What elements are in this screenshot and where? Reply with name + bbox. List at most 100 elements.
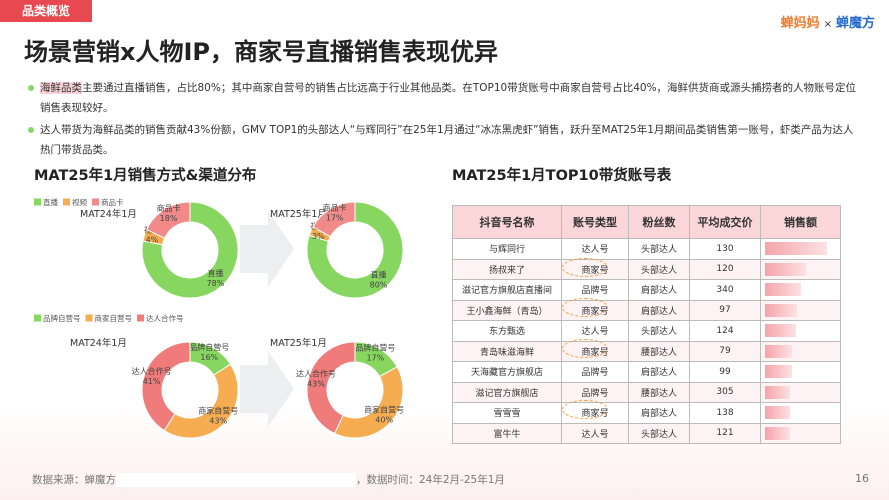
table-cell: 雪雪雪 <box>452 402 562 424</box>
column-header: 账号类型 <box>561 205 629 239</box>
table-cell: 品牌号 <box>561 361 629 383</box>
table-cell: 青岛味滋海鲜 <box>452 340 562 362</box>
bullet: 海鲜品类主要通过直播销售，占比80%；其中商家自营号的销售占比远高于行业其他品类… <box>28 78 860 118</box>
slice-value: 17% <box>366 354 384 363</box>
section-title: MAT25年1月销售方式&渠道分布 <box>34 168 257 184</box>
bullet-text: 达人带货为海鲜品类的销售贡献43%份额，GMV TOP1的头部达人“与辉同行”在… <box>40 124 854 156</box>
data-time: ，数据时间：24年2月-25年1月 <box>356 474 505 486</box>
slice-label: 达人合作号 <box>296 368 336 378</box>
legend-swatch <box>34 198 41 206</box>
table-cell: 124 <box>689 320 761 342</box>
table-row: 与辉同行 达人号 头部达人 130 <box>452 238 841 260</box>
legend-swatch <box>34 314 41 322</box>
sales-bar <box>765 344 793 358</box>
slice-value: 17% <box>326 214 344 223</box>
table-cell: 头部达人 <box>628 258 690 280</box>
slice-value: 40% <box>375 415 393 424</box>
sales-cell <box>760 299 841 321</box>
logo-text: 蝉妈妈 <box>780 16 820 31</box>
slice-label: 商家自营号 <box>364 404 404 414</box>
table-cell: 肩部达人 <box>628 279 690 301</box>
table-cell: 肩部达人 <box>628 299 690 321</box>
column-header: 销售额 <box>760 205 841 239</box>
bullet: 达人带货为海鲜品类的销售贡献43%份额，GMV TOP1的头部达人“与辉同行”在… <box>28 120 860 160</box>
slice-value: 4% <box>146 236 159 245</box>
slice-value: 41% <box>143 377 161 386</box>
header-row: 抖音号名称 账号类型 粉丝数 平均成交价 销售额 <box>452 205 841 239</box>
sales-cell <box>760 361 841 383</box>
sales-cell <box>760 320 841 342</box>
highlight: 海鲜品类 <box>40 82 82 94</box>
category-tag: 品类概览 <box>0 0 92 22</box>
table-row: 扬叔来了 商家号 头部达人 120 <box>452 258 841 280</box>
logos: 蝉妈妈 × 蝉魔方 <box>777 12 875 31</box>
chart-title: MAT24年1月 <box>70 337 127 349</box>
table-cell: 东方甄选 <box>452 320 562 342</box>
table-cell: 与辉同行 <box>452 238 562 260</box>
table-cell: 79 <box>689 340 761 362</box>
table-cell: 滋记官方旗舰店 <box>452 381 562 403</box>
source: 数据来源：蝉魔方 <box>32 474 116 486</box>
donut-slice <box>312 201 356 238</box>
slice-value: 78% <box>207 279 225 288</box>
table-cell: 腰部达人 <box>628 340 690 362</box>
sales-bar <box>765 262 806 276</box>
arrow <box>240 351 294 427</box>
slice-label: 商品卡 <box>323 203 347 213</box>
table-cell: 腰部达人 <box>628 381 690 403</box>
table-cell: 头部达人 <box>628 320 690 342</box>
table-cell: 121 <box>689 422 761 444</box>
table-cell: 97 <box>689 299 761 321</box>
top10-table: 抖音号名称 账号类型 粉丝数 平均成交价 销售额 与辉同行 达人号 头部达人 130 扬叔来了 商家… <box>452 205 841 444</box>
sales-cell <box>760 340 841 362</box>
table-cell: 滋记官方旗舰店直播间 <box>452 279 562 301</box>
sales-bar <box>765 242 827 256</box>
table-row: 王小鑫海鲜（青岛） 商家号 肩部达人 97 <box>452 299 841 321</box>
sales-bar <box>765 385 791 399</box>
sales-cell <box>760 258 841 280</box>
donut-slice <box>333 366 404 439</box>
legend-label: 品牌自营号 <box>43 313 81 323</box>
footer: 数据来源：蝉魔方 ，数据时间：24年2月-25年1月 <box>32 472 505 487</box>
table-cell: 天海藏官方旗舰店 <box>452 361 562 383</box>
table-row: 滋记官方旗舰店直播间 品牌号 肩部达人 340 <box>452 279 841 301</box>
slice-label: 品牌自营号 <box>189 342 229 352</box>
slice-label: 直播 <box>371 269 387 279</box>
mask <box>116 473 356 487</box>
table-row: 富牛牛 达人号 头部达人 121 <box>452 422 841 444</box>
column-header: 抖音号名称 <box>452 205 562 239</box>
table-cell: 王小鑫海鲜（青岛） <box>452 299 562 321</box>
donut-slice <box>306 201 404 299</box>
donut-slice <box>145 201 191 239</box>
legend-swatch <box>63 198 70 206</box>
sales-cell <box>760 402 841 424</box>
slice-label: 达人合作号 <box>132 366 172 376</box>
slice-label: 直播 <box>207 268 223 278</box>
highlight-oval <box>562 258 608 277</box>
legend-swatch <box>85 314 93 322</box>
sales-bar <box>765 283 801 297</box>
table-row: 青岛味滋海鲜 商家号 腰部达人 79 <box>452 340 841 362</box>
table-cell: 头部达人 <box>628 238 690 260</box>
donut-charts: MAT24年1月直播78%视频4%商品卡18%直播视频商品卡MAT25年1月直播… <box>34 197 404 439</box>
sales-bar <box>765 303 798 317</box>
slice-label: 商家自营号 <box>198 405 238 415</box>
table-cell: 达人号 <box>561 422 629 444</box>
slide-title: 场景营销x人物IP，商家号直播销售表现优异 <box>24 38 498 66</box>
chart-title: MAT25年1月 <box>270 208 327 220</box>
arrow <box>240 211 294 287</box>
legend-label: 直播 <box>43 197 58 207</box>
table-cell: 138 <box>689 402 761 424</box>
logo-sep: × <box>823 19 832 30</box>
table-row: 天海藏官方旗舰店 品牌号 肩部达人 99 <box>452 361 841 383</box>
table-row: 滋记官方旗舰店 品牌号 腰部达人 305 <box>452 381 841 403</box>
legend-swatch <box>137 314 144 322</box>
slice-value: 3% <box>312 232 325 241</box>
logo-text: 蝉魔方 <box>835 16 875 31</box>
legend-label: 商品卡 <box>101 197 124 207</box>
sales-bar <box>765 324 796 338</box>
highlight-oval <box>562 339 608 358</box>
table-cell: 达人号 <box>561 320 629 342</box>
sales-cell <box>760 381 841 403</box>
slice-value: 80% <box>370 280 388 289</box>
